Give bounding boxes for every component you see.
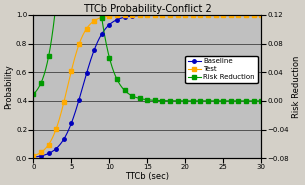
- Title: TTCb Probability-Conflict 2: TTCb Probability-Conflict 2: [83, 4, 212, 14]
- Y-axis label: Risk Reduction: Risk Reduction: [292, 55, 301, 118]
- X-axis label: TTCb (sec): TTCb (sec): [125, 172, 169, 181]
- Legend: Baseline, Test, Risk Reduction: Baseline, Test, Risk Reduction: [185, 56, 258, 83]
- Y-axis label: Probability: Probability: [4, 64, 13, 109]
